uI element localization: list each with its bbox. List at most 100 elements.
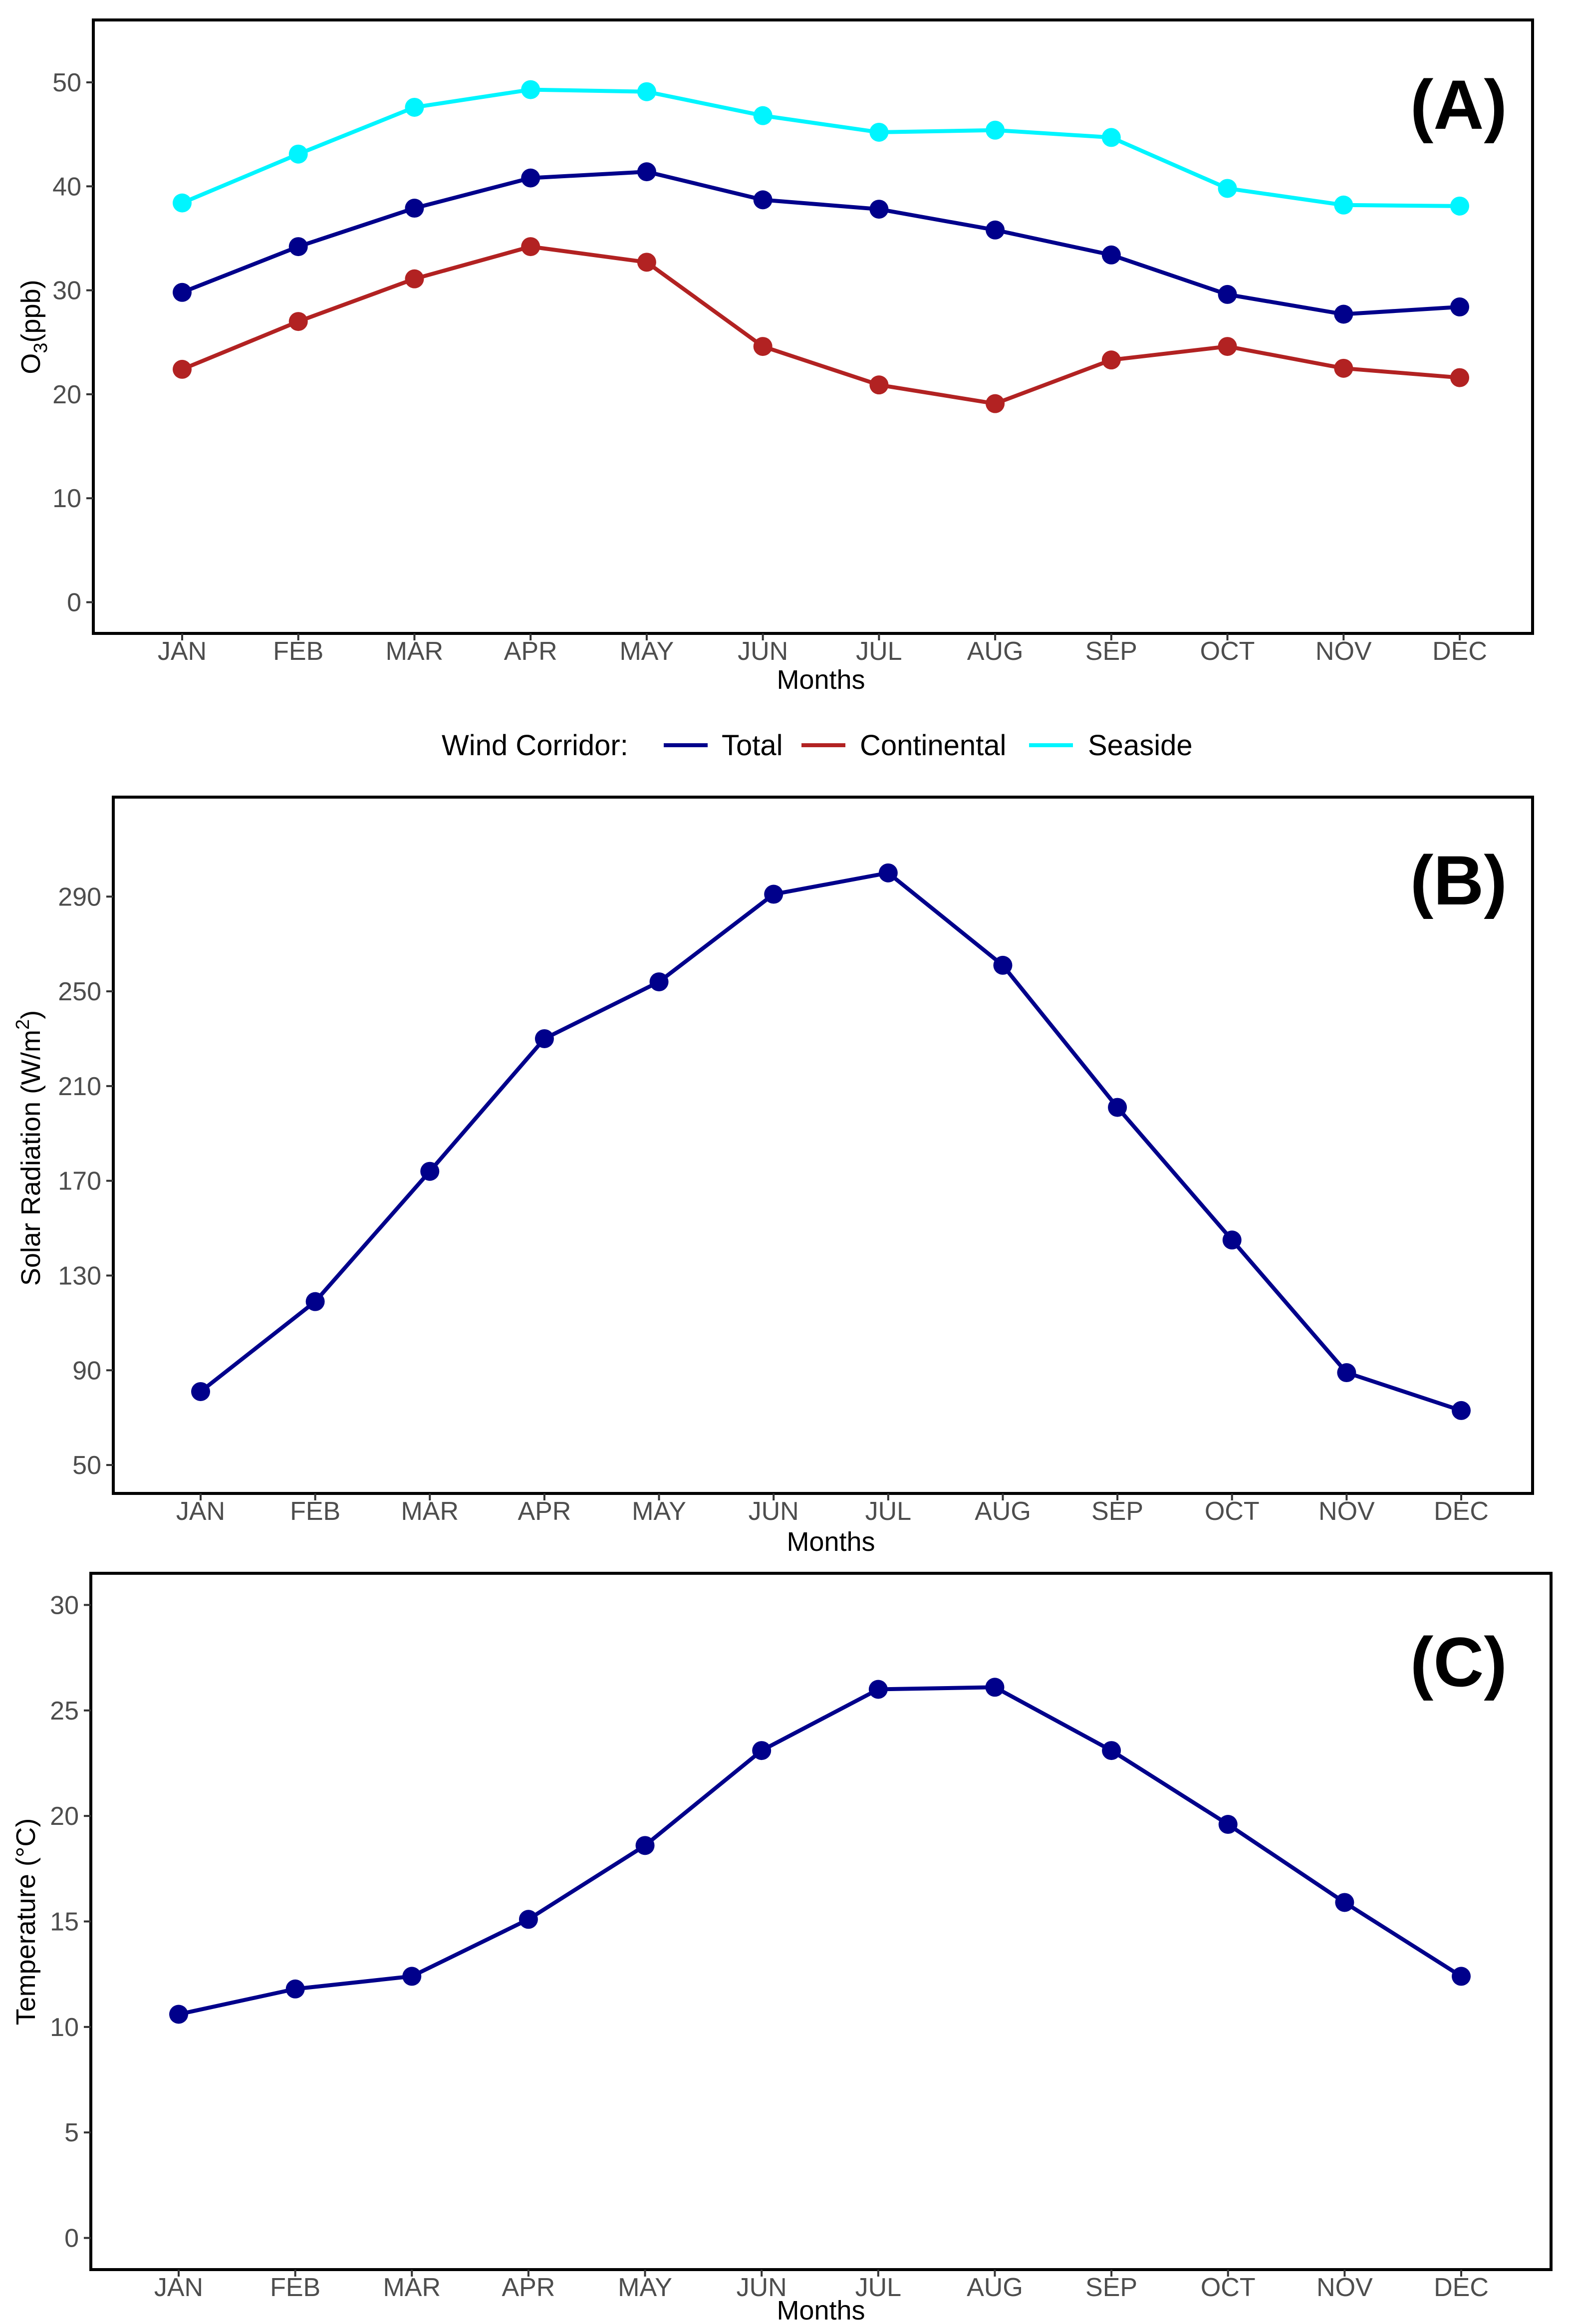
y-tick-label: 20 (50, 1802, 79, 1831)
data-point-continental-apr (521, 237, 540, 257)
x-tick-label: JUL (855, 2273, 901, 2302)
x-tick-label: MAY (632, 1497, 686, 1526)
panel-b-x-ticks: JAN FEB MAR APR MAY JUN JUL AUG SEP OCT NOV DEC (176, 1493, 1489, 1526)
y-tick-label: 20 (52, 380, 81, 409)
data-point-continental-oct (1218, 337, 1237, 356)
series-line-total (199, 871, 1462, 1413)
x-tick-label: MAR (401, 1497, 459, 1526)
data-point-total-apr (519, 1910, 538, 1929)
data-point-total-oct (1218, 1815, 1238, 1834)
data-point-continental-may (637, 253, 656, 272)
x-tick-label: JUL (865, 1497, 911, 1526)
data-point-continental-feb (288, 312, 308, 331)
panel-b-frame (112, 796, 1534, 1495)
x-tick-label: MAY (618, 2273, 672, 2302)
data-point-total-mar (405, 199, 424, 218)
x-tick-label: APR (518, 1497, 571, 1526)
x-tick-label: JAN (176, 1497, 225, 1526)
y-tick-label: 0 (64, 2224, 79, 2253)
data-point-total-dec (1452, 1967, 1471, 1986)
y-tick-label: 90 (72, 1356, 101, 1385)
y-tick-label: 290 (58, 882, 101, 911)
data-point-seaside-jul (869, 122, 889, 142)
data-point-seaside-apr (521, 80, 540, 99)
data-point-seaside-oct (1218, 179, 1237, 198)
x-tick-label: JUN (738, 637, 788, 666)
y-tick-label: 30 (50, 1591, 79, 1620)
x-tick-label: MAR (386, 637, 444, 666)
data-point-total-aug (993, 955, 1013, 975)
series-line-total (181, 170, 1460, 316)
data-point-total-nov (1335, 1893, 1354, 1912)
panel-c-x-ticks: JAN FEB MAR APR MAY JUN JUL AUG SEP OCT NOV DEC (154, 2270, 1489, 2302)
x-tick-label: JAN (158, 637, 207, 666)
series-line-seaside (181, 87, 1460, 208)
x-tick-label: JUL (856, 637, 902, 666)
data-point-continental-nov (1334, 358, 1353, 378)
data-point-total-feb (285, 1979, 305, 1999)
data-point-total-nov (1334, 304, 1353, 324)
data-point-total-apr (521, 168, 540, 188)
data-point-total-jul (868, 1680, 888, 1699)
data-point-total-dec (1452, 1401, 1471, 1420)
legend-title: Wind Corridor: (442, 729, 628, 762)
x-tick-label: NOV (1318, 1497, 1375, 1526)
x-tick-label: JUN (737, 2273, 787, 2302)
x-tick-label: APR (502, 2273, 555, 2302)
data-point-seaside-jun (753, 106, 773, 125)
data-point-total-may (649, 972, 669, 992)
panel-c-x-axis-title: Months (777, 2296, 865, 2324)
panel-a-x-ticks: JAN FEB MAR APR MAY JUN JUL AUG SEP OCT NOV DEC (158, 633, 1487, 666)
panel-b-series (191, 863, 1471, 1420)
x-tick-label: OCT (1201, 2273, 1256, 2302)
data-point-total-aug (985, 1678, 1005, 1697)
x-tick-label: FEB (270, 2273, 320, 2302)
data-point-total-jul (869, 200, 889, 219)
data-point-seaside-feb (288, 144, 308, 164)
x-tick-label: DEC (1434, 2273, 1489, 2302)
data-point-total-feb (288, 237, 308, 257)
x-tick-label: DEC (1432, 637, 1487, 666)
x-tick-label: AUG (967, 2273, 1023, 2302)
data-point-continental-dec (1450, 368, 1469, 387)
panel-b-solar-radiation-chart: 50 90 130 170 210 250 290 JAN FEB MAR APR MAY JUN JU… (12, 796, 1534, 1557)
legend: Wind Corridor: Total Continental Seaside (442, 729, 1193, 762)
panel-a-label: (A) (1410, 65, 1507, 144)
data-point-total-sep (1101, 245, 1121, 265)
x-tick-label: OCT (1205, 1497, 1260, 1526)
data-point-seaside-may (637, 82, 656, 101)
data-point-total-sep (1108, 1098, 1127, 1117)
data-point-continental-mar (405, 269, 424, 289)
x-tick-label: MAY (619, 637, 674, 666)
data-point-seaside-mar (405, 97, 424, 117)
data-point-total-apr (534, 1029, 554, 1048)
data-point-total-may (637, 162, 656, 182)
panel-c-temperature-chart: 0 5 10 15 20 25 30 JAN FEB MAR APR MAY JUN JUL AUG SEP… (11, 1572, 1553, 2324)
series-line-total (178, 1685, 1463, 2017)
panel-a-y-ticks: 0 10 20 30 40 50 (52, 68, 93, 617)
legend-label-seaside: Seaside (1088, 729, 1193, 762)
panel-c-series (169, 1678, 1471, 2024)
y-tick-label: 210 (58, 1072, 101, 1101)
data-point-seaside-aug (986, 120, 1005, 140)
y-tick-label: 10 (52, 484, 81, 513)
data-point-total-oct (1222, 1230, 1242, 1250)
y-tick-label: 15 (50, 1908, 79, 1937)
x-tick-label: SEP (1091, 1497, 1143, 1526)
data-point-continental-sep (1101, 350, 1121, 370)
data-point-total-jul (878, 863, 898, 882)
x-tick-label: SEP (1085, 637, 1137, 666)
data-point-total-jan (169, 2005, 188, 2024)
y-tick-label: 10 (50, 2013, 79, 2042)
data-point-total-oct (1218, 285, 1237, 304)
panel-a-ozone-chart: 0 10 20 30 40 50 JAN FEB MAR APR MAY JUN JUL AUG SEP O… (16, 18, 1534, 695)
data-point-total-jan (173, 283, 192, 302)
panel-a-y-axis-title: O3(ppb) (16, 280, 51, 374)
data-point-total-jun (753, 190, 773, 210)
panel-a-frame (92, 18, 1534, 635)
data-point-total-feb (305, 1292, 325, 1311)
data-point-total-sep (1102, 1741, 1121, 1760)
data-point-total-nov (1337, 1363, 1356, 1383)
panel-b-x-axis-title: Months (786, 1527, 875, 1557)
x-tick-label: AUG (967, 637, 1024, 666)
